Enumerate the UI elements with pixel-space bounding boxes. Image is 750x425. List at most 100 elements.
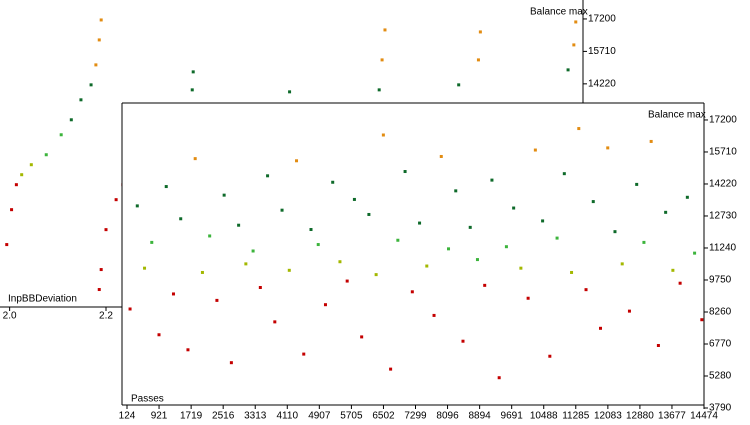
x-tick-label: 2.2	[99, 311, 113, 322]
point	[447, 247, 451, 251]
x-tick-label: 4907	[308, 411, 331, 422]
point	[338, 260, 342, 264]
point	[425, 264, 429, 268]
point	[613, 230, 617, 234]
point	[700, 318, 704, 322]
point	[237, 223, 241, 227]
point	[570, 270, 574, 274]
point	[215, 298, 219, 302]
point	[577, 127, 581, 131]
point	[478, 30, 482, 34]
point	[104, 228, 108, 232]
point	[69, 118, 73, 122]
point	[323, 303, 327, 307]
point	[190, 88, 194, 92]
point	[316, 243, 320, 247]
point	[164, 185, 168, 189]
point	[572, 43, 576, 47]
point	[483, 283, 487, 287]
x-tick-label: 13677	[658, 411, 686, 422]
y-tick-label: 15710	[588, 46, 616, 57]
y-tick-label: 11240	[709, 243, 737, 254]
point	[380, 58, 384, 62]
point	[94, 63, 98, 67]
point	[143, 266, 147, 270]
point	[5, 243, 9, 247]
point	[97, 38, 101, 42]
point	[258, 286, 262, 290]
point	[649, 139, 653, 143]
x-tick-label: 5705	[340, 411, 363, 422]
point	[287, 268, 291, 272]
plot-area	[122, 103, 704, 425]
point	[99, 18, 103, 22]
y-tick-label: 17200	[709, 115, 737, 126]
point	[171, 292, 175, 296]
point	[410, 290, 414, 294]
y-axis-label: Balance max	[648, 110, 706, 121]
point	[476, 58, 480, 62]
y-tick-label: 14220	[709, 179, 737, 190]
point	[457, 83, 461, 87]
point	[229, 361, 233, 365]
point	[599, 326, 603, 330]
point	[288, 90, 292, 94]
x-tick-label: 8096	[436, 411, 459, 422]
point	[418, 221, 422, 225]
point	[179, 217, 183, 221]
x-axis-label: Passes	[131, 394, 164, 405]
point	[519, 266, 523, 270]
point	[186, 348, 190, 352]
point	[461, 339, 465, 343]
x-tick-label: 10488	[530, 411, 558, 422]
point	[345, 279, 349, 283]
x-tick-label: 4110	[277, 411, 299, 422]
point	[468, 225, 472, 229]
point	[135, 204, 139, 208]
point	[352, 197, 356, 201]
point	[678, 281, 682, 285]
point	[273, 320, 277, 324]
x-tick-label: 6502	[372, 411, 395, 422]
point	[10, 208, 14, 212]
point	[620, 262, 624, 266]
point	[280, 208, 284, 212]
x-tick-label: 2.0	[3, 311, 17, 322]
point	[490, 178, 494, 182]
point	[377, 88, 381, 92]
y-tick-label: 9750	[709, 275, 732, 286]
point	[20, 173, 24, 177]
point	[99, 268, 103, 272]
x-axis-label: InpBBDeviation	[8, 294, 77, 305]
point	[606, 146, 610, 150]
point	[591, 200, 595, 204]
y-tick-label: 17200	[588, 14, 616, 25]
point	[664, 210, 668, 214]
x-tick-label: 7299	[404, 411, 427, 422]
point	[191, 70, 195, 74]
x-tick-label: 12083	[594, 411, 622, 422]
point	[475, 258, 479, 262]
point	[566, 68, 570, 72]
point	[44, 153, 48, 157]
point	[512, 206, 516, 210]
x-tick-label: 12880	[626, 411, 654, 422]
point	[97, 288, 101, 292]
y-axis-label: Balance max	[530, 7, 588, 18]
point	[150, 240, 154, 244]
point	[331, 180, 335, 184]
x-tick-label: 14474	[690, 411, 718, 422]
y-tick-label: 6770	[709, 339, 732, 350]
point	[200, 270, 204, 274]
point	[367, 212, 371, 216]
y-tick-label: 3790	[709, 403, 732, 414]
x-tick-label: 3313	[244, 411, 267, 422]
point	[251, 249, 255, 253]
point	[635, 182, 639, 186]
y-tick-label: 12730	[709, 211, 737, 222]
x-tick-label: 9691	[501, 411, 524, 422]
point	[685, 195, 689, 199]
point	[114, 198, 118, 202]
point	[193, 157, 197, 161]
point	[157, 333, 161, 337]
